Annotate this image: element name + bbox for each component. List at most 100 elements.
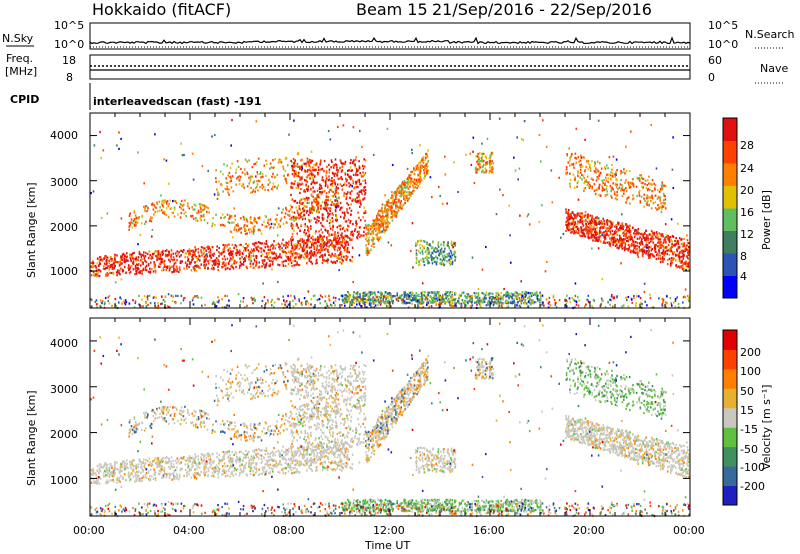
- power-cell: [593, 221, 595, 224]
- power-cell: [619, 237, 622, 240]
- power-cell: [446, 253, 449, 256]
- power-cell: [113, 262, 115, 265]
- power-cell: [513, 300, 515, 303]
- power-cell: [387, 220, 389, 223]
- power-cell: [421, 250, 424, 253]
- power-cell: [103, 257, 106, 260]
- power-cell: [595, 230, 597, 233]
- power-cell: [299, 208, 302, 211]
- power-cell: [599, 231, 602, 234]
- power-cell: [325, 170, 328, 173]
- power-cell: [304, 252, 307, 255]
- power-cell: [608, 228, 611, 231]
- power-cell: [313, 246, 316, 249]
- power-cell: [222, 250, 225, 253]
- power-cell: [153, 213, 155, 216]
- power-cell: [601, 221, 603, 224]
- power-cell: [595, 223, 598, 226]
- power-cell: [507, 291, 510, 294]
- power-cell: [257, 157, 260, 160]
- power-cell: [411, 291, 414, 294]
- power-cell: [224, 258, 227, 261]
- power-cell: [151, 267, 153, 271]
- power-cell: [669, 247, 671, 250]
- power-cell: [317, 240, 320, 243]
- power-cell: [272, 172, 274, 175]
- power-cell: [108, 262, 111, 265]
- power-cell: [111, 259, 113, 262]
- power-cell: [269, 251, 271, 254]
- power-cell: [405, 196, 408, 199]
- power-cell: [366, 240, 369, 243]
- power-cell: [372, 240, 374, 243]
- power-cell: [112, 271, 114, 274]
- date-range: 21/Sep/2016 - 22/Sep/2016: [432, 0, 652, 19]
- power-cell: [614, 225, 616, 228]
- power-cell: [360, 189, 363, 192]
- power-cell: [296, 216, 299, 219]
- power-cell: [476, 160, 478, 163]
- power-cell: [636, 244, 639, 247]
- power-cell: [308, 233, 311, 236]
- power-cell: [387, 295, 390, 298]
- power-cell: [312, 179, 315, 182]
- power-cell: [580, 228, 583, 231]
- power-cell: [416, 178, 418, 181]
- power-cell: [399, 201, 402, 204]
- power-cell: [584, 170, 586, 173]
- power-cell: [600, 240, 602, 243]
- power-cell: [378, 296, 380, 299]
- power-cell: [419, 172, 421, 175]
- power-cell: [603, 222, 606, 225]
- power-cell: [488, 160, 491, 163]
- power-cell: [426, 243, 429, 246]
- power-cell: [339, 246, 341, 249]
- power-cell: [278, 264, 281, 267]
- power-cell: [471, 294, 473, 297]
- power-cell: [675, 240, 678, 243]
- power-cell: [426, 155, 429, 158]
- power-cell: [616, 225, 618, 228]
- power-cell: [383, 210, 385, 213]
- power-cell: [372, 242, 375, 245]
- power-cell: [650, 196, 653, 199]
- power-cell: [170, 253, 173, 256]
- power-cell: [299, 191, 301, 195]
- power-cell: [331, 171, 334, 174]
- power-cell: [664, 202, 666, 205]
- power-cell: [671, 245, 673, 248]
- power-cell: [321, 236, 324, 239]
- power-cell: [382, 221, 385, 224]
- power-cell: [165, 268, 168, 271]
- power-cell: [348, 182, 350, 185]
- power-cell: [659, 187, 662, 190]
- power-cell: [192, 251, 195, 254]
- power-cell: [668, 247, 671, 251]
- power-cell: [427, 247, 430, 251]
- power-cell: [606, 230, 608, 233]
- power-cell: [583, 233, 585, 236]
- power-cell: [418, 180, 421, 183]
- power-cell: [244, 173, 246, 176]
- power-cell: [479, 166, 482, 169]
- power-cell: [202, 213, 205, 217]
- power-cell: [380, 218, 382, 221]
- power-cell: [687, 257, 690, 260]
- power-cell: [362, 175, 365, 178]
- power-cell: [590, 226, 592, 229]
- power-cell: [402, 182, 405, 185]
- power-cell: [435, 255, 438, 258]
- power-cell: [582, 174, 585, 177]
- power-cell: [227, 220, 229, 223]
- power-cell: [189, 253, 192, 256]
- power-cell: [244, 259, 247, 262]
- power-cell: [664, 252, 667, 255]
- power-cell: [285, 259, 287, 262]
- power-cell: [356, 298, 359, 301]
- power-cell: [291, 264, 293, 267]
- power-cell: [438, 262, 441, 265]
- power-cell: [649, 196, 651, 199]
- power-cell: [386, 211, 389, 214]
- power-cell: [663, 184, 666, 187]
- power-cell: [274, 185, 276, 188]
